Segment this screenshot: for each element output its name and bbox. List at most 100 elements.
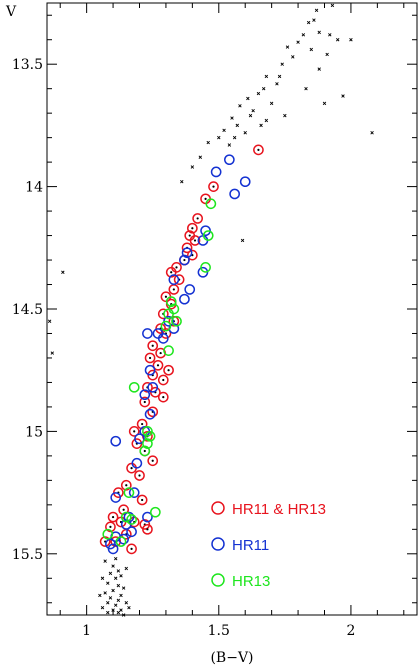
cross-stroke [301,33,306,37]
cross-stroke [256,91,261,96]
marker-ring [208,181,219,192]
star-cross-marker [98,593,102,598]
marker-ring [128,487,140,498]
axis-ticks [47,3,417,615]
star-cross-marker [124,566,129,571]
legend-label: HR13 [232,573,270,590]
star-cross-marker [264,118,269,123]
hr11-marker [239,176,251,188]
cross-stroke [113,603,118,607]
hr11-marker [229,188,240,200]
star-cross-marker [47,319,52,323]
marker-ring [163,364,174,376]
marker-ring [128,426,140,437]
y-tick-label: 13.5 [12,57,43,73]
hr11-marker [147,381,159,393]
star-cross-marker [116,569,121,573]
marker-center-dot [156,364,160,367]
hr11-marker [168,274,180,285]
cross-stroke [304,86,308,91]
hr11-hr13-marker [157,374,169,386]
hr11-marker [134,433,145,445]
marker-ring [126,514,137,525]
marker-ring [144,352,156,364]
marker-center-dot [143,400,146,404]
cross-stroke [113,576,118,580]
star-cross-marker [349,38,353,42]
legend-marker [211,501,225,515]
marker-ring [115,536,127,547]
marker-center-dot [212,185,215,188]
star-cross-marker [275,82,279,86]
cross-stroke [312,18,316,22]
cross-stroke [100,605,105,610]
marker-center-dot [143,449,146,453]
hr13-marker [115,536,127,547]
marker-center-dot [170,271,173,274]
legend-label: HR11 [232,537,269,554]
cross-stroke [328,33,332,37]
cross-stroke [180,179,184,184]
marker-center-dot [109,525,112,528]
hr13-marker [128,381,140,393]
cross-stroke [291,55,295,59]
marker-ring [126,543,137,555]
star-cross-marker [180,179,184,184]
marker-ring [210,166,222,178]
marker-ring [165,296,177,308]
marker-ring [136,418,148,430]
cross-stroke [264,74,269,79]
star-cross-marker [61,270,65,274]
y-tick-label: 14 [25,180,43,196]
marker-center-dot [133,430,136,433]
cross-stroke [240,238,245,243]
star-cross-marker [264,74,269,79]
legend-entry: HR11 & HR13 [211,501,326,518]
legend: HR11 & HR13 HR11 HR13 [211,501,326,590]
marker-ring [157,391,169,403]
marker-center-dot [138,474,141,477]
marker-ring [139,396,151,408]
data-points [47,3,374,617]
cross-stroke [238,104,242,108]
marker-ring [142,523,153,535]
star-cross-marker [119,574,123,578]
cross-stroke [111,564,115,568]
marker-center-dot [257,148,260,151]
marker-ring [99,536,111,547]
hr13-marker [139,445,151,457]
star-cross-marker [235,123,240,128]
marker-ring [142,438,153,449]
star-cross-marker [124,601,129,605]
cross-stroke [280,62,284,66]
marker-ring [165,266,177,278]
marker-ring [173,274,185,285]
cross-stroke [103,559,107,563]
marker-ring [120,511,132,523]
star-cross-marker [283,113,287,118]
star-cross-marker [285,45,290,49]
hr13-marker [142,438,153,449]
marker-ring [120,479,132,491]
star-cross-marker [227,143,232,147]
marker-center-dot [162,396,165,399]
cross-stroke [246,96,250,101]
star-cross-marker [301,33,306,37]
hr11-hr13-marker [189,235,201,246]
hr13-marker [126,514,137,525]
star-cross-marker [119,608,123,612]
star-cross-marker [317,67,321,71]
cross-stroke [106,601,110,605]
star-cross-marker [217,135,221,140]
marker-ring [150,506,161,518]
marker-ring [118,504,129,516]
hr11-hr13-marker [165,266,177,278]
cross-stroke [235,123,240,128]
star-cross-marker [261,86,266,91]
cross-stroke [119,608,123,612]
marker-ring [181,247,193,259]
star-cross-marker [106,610,110,615]
star-cross-marker [370,131,374,135]
cross-stroke [296,40,300,44]
cross-stroke [121,586,126,590]
